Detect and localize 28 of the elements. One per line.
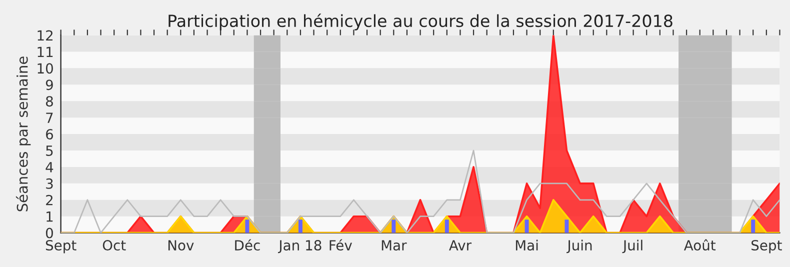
y-tick-label: 5 bbox=[46, 146, 53, 156]
x-tick-label: Déc bbox=[235, 239, 260, 251]
x-tick-label: Jan 18 bbox=[278, 240, 322, 254]
y-tick-label: 6 bbox=[46, 129, 54, 140]
x-tick-label: Nov bbox=[168, 240, 194, 251]
y-tick-label: 0 bbox=[46, 228, 53, 238]
x-tick-label: Fév bbox=[330, 239, 352, 251]
y-tick-label: 2 bbox=[46, 194, 52, 206]
y-tick-label: 9 bbox=[46, 80, 53, 90]
y-tick-label: 7 bbox=[46, 112, 53, 123]
chart-title: Participation en hémicycle au cours de la session 2017-2018 bbox=[168, 14, 672, 30]
x-tick-label: Août bbox=[684, 239, 716, 251]
x-tick-label: Juin bbox=[566, 240, 592, 254]
y-tick-label: 1 bbox=[46, 212, 53, 222]
y-tick-label: 8 bbox=[46, 96, 53, 107]
x-tick-label: Sept bbox=[752, 240, 782, 254]
x-tick-label: Avr bbox=[449, 240, 472, 250]
y-tick-label: 3 bbox=[46, 178, 53, 189]
x-tick-label: Juil bbox=[622, 240, 642, 254]
x-tick-label: Mai bbox=[516, 240, 538, 251]
x-tick-label: Mar bbox=[382, 240, 407, 251]
y-tick-label: 11 bbox=[38, 46, 53, 57]
y-tick-label: 4 bbox=[46, 162, 54, 172]
y-axis-title: Séances par semaine bbox=[16, 56, 31, 212]
x-tick-label: Oct bbox=[102, 240, 126, 251]
y-tick-label: 12 bbox=[38, 30, 52, 41]
x-tick-label: Sept bbox=[46, 240, 76, 254]
y-tick-label: 10 bbox=[38, 63, 53, 74]
